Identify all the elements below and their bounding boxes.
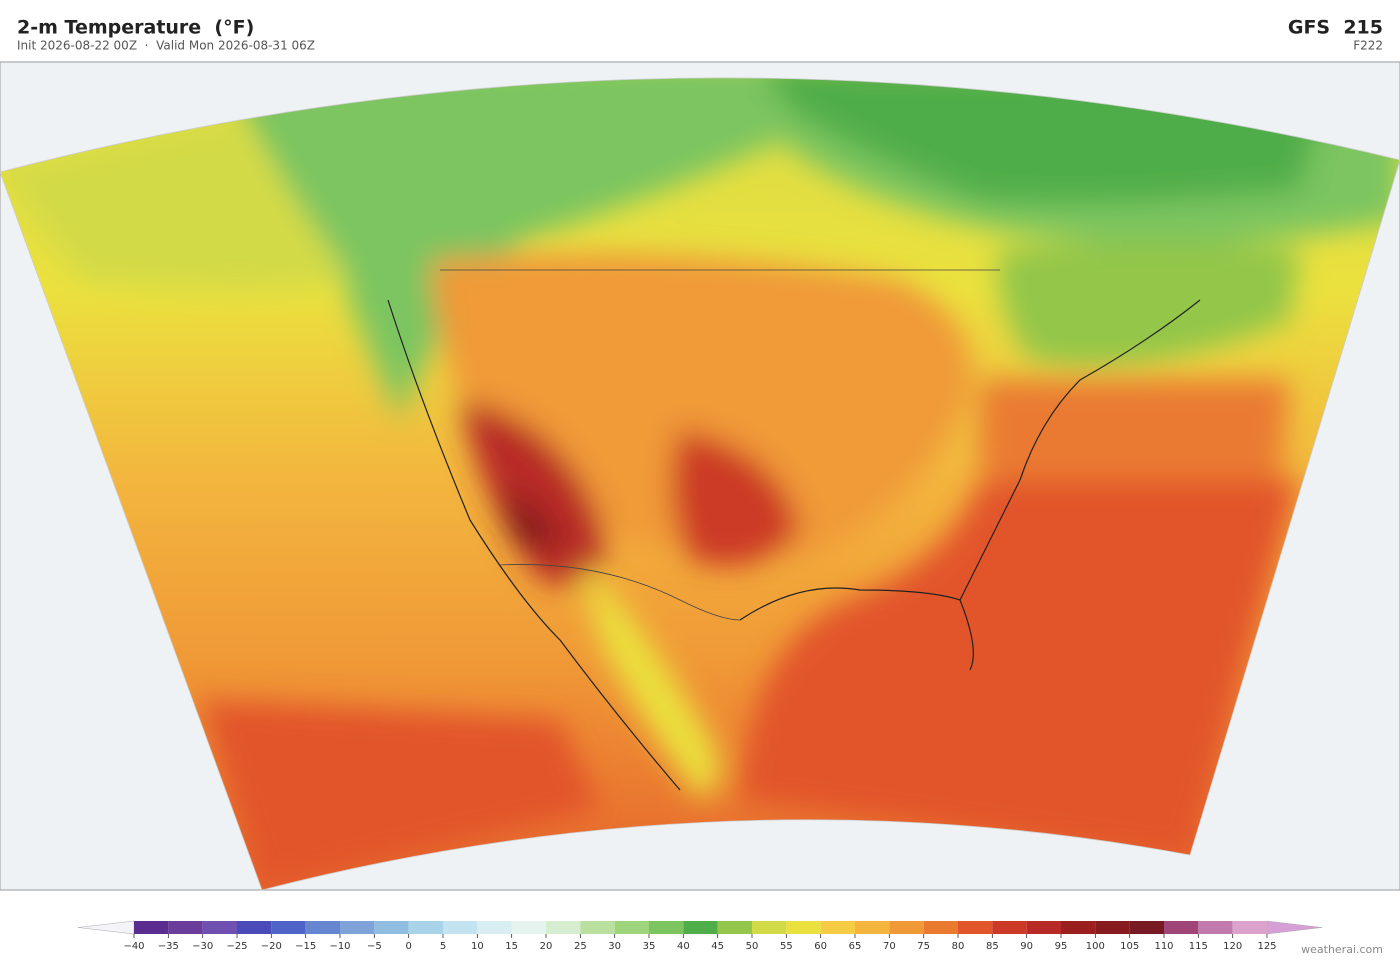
colorbar-tick-label: 20	[540, 941, 553, 952]
model-label: GFS 215	[1288, 17, 1383, 39]
colorbar-segment	[614, 921, 649, 934]
colorbar-tick-label: 100	[1086, 941, 1105, 952]
colorbar-segment	[649, 921, 684, 934]
colorbar-segment	[1164, 921, 1199, 934]
colorbar-tick-label: 25	[574, 941, 587, 952]
colorbar-tick-label: −35	[158, 941, 179, 952]
colorbar-segment	[683, 921, 718, 934]
colorbar-segment	[168, 921, 203, 934]
colorbar-tick-label: 0	[405, 941, 411, 952]
colorbar-tick-label: 80	[952, 941, 965, 952]
colorbar-segment	[374, 921, 409, 934]
colorbar-tick-label: 110	[1154, 941, 1173, 952]
colorbar-segment	[992, 921, 1027, 934]
colorbar-over	[1266, 920, 1323, 935]
colorbar-segment	[546, 921, 581, 934]
colorbar-segment	[1026, 921, 1061, 934]
colorbar-segment	[1095, 921, 1130, 934]
colorbar-segment	[1129, 921, 1164, 934]
colorbar-tick-label: 10	[471, 941, 484, 952]
colorbar-segment	[305, 921, 340, 934]
colorbar-tick-label: 60	[814, 941, 827, 952]
domain-outline	[0, 77, 1400, 891]
colorbar-tick-label: 50	[746, 941, 759, 952]
colorbar-segment	[511, 921, 546, 934]
credit: weatherai.com	[1301, 943, 1383, 956]
colorbar-tick-label: 90	[1020, 941, 1033, 952]
colorbar-tick-label: −10	[329, 941, 350, 952]
colorbar-tick-label: 65	[849, 941, 862, 952]
colorbar-tick-label: 5	[440, 941, 446, 952]
colorbar-tick-label: 115	[1189, 941, 1208, 952]
colorbar-tick-label: 95	[1055, 941, 1068, 952]
colorbar-tick-label: 85	[986, 941, 999, 952]
colorbar-segment	[958, 921, 993, 934]
colorbar-tick-label: −15	[295, 941, 316, 952]
colorbar-segment	[271, 921, 306, 934]
colorbar-tick-label: 120	[1223, 941, 1242, 952]
colorbar-tick-label: 70	[883, 941, 896, 952]
colorbar-tick-label: 35	[643, 941, 656, 952]
colorbar-segment	[889, 921, 924, 934]
colorbar-segment	[786, 921, 821, 934]
colorbar-segment	[477, 921, 512, 934]
colorbar-segment	[1061, 921, 1096, 934]
colorbar-segment	[134, 921, 169, 934]
forecast-hour: F222	[1353, 39, 1383, 53]
colorbar-segment	[340, 921, 375, 934]
colorbar-segment	[820, 921, 855, 934]
colorbar-segment	[443, 921, 478, 934]
colorbar-segment	[1232, 921, 1267, 934]
colorbar-tick-label: 15	[505, 941, 518, 952]
colorbar-tick-label: 45	[711, 941, 724, 952]
colorbar-tick-label: 40	[677, 941, 690, 952]
colorbar-tick-label: −25	[226, 941, 247, 952]
colorbar-tick-label: 75	[917, 941, 930, 952]
colorbar-tick-label: −40	[123, 941, 144, 952]
colorbar-tick-label: 55	[780, 941, 793, 952]
colorbar-segment	[923, 921, 958, 934]
colorbar-segment	[717, 921, 752, 934]
colorbar-segment	[408, 921, 443, 934]
colorbar-tick-label: −30	[192, 941, 213, 952]
subtitle: Init 2026-08-22 00Z · Valid Mon 2026-08-…	[17, 39, 315, 53]
colorbar-tick-label: 125	[1257, 941, 1276, 952]
colorbar-tick-label: −20	[261, 941, 282, 952]
colorbar-under	[77, 920, 135, 935]
colorbar-segment	[237, 921, 272, 934]
colorbar-segment	[752, 921, 787, 934]
colorbar-tick-label: 30	[608, 941, 621, 952]
colorbar-segment	[855, 921, 890, 934]
colorbar-segment	[1198, 921, 1233, 934]
title: 2-m Temperature (°F)	[17, 17, 254, 39]
colorbar-tick-label: −5	[367, 941, 382, 952]
colorbar-segment	[580, 921, 615, 934]
colorbar-segment	[202, 921, 237, 934]
colorbar-tick-label: 105	[1120, 941, 1139, 952]
